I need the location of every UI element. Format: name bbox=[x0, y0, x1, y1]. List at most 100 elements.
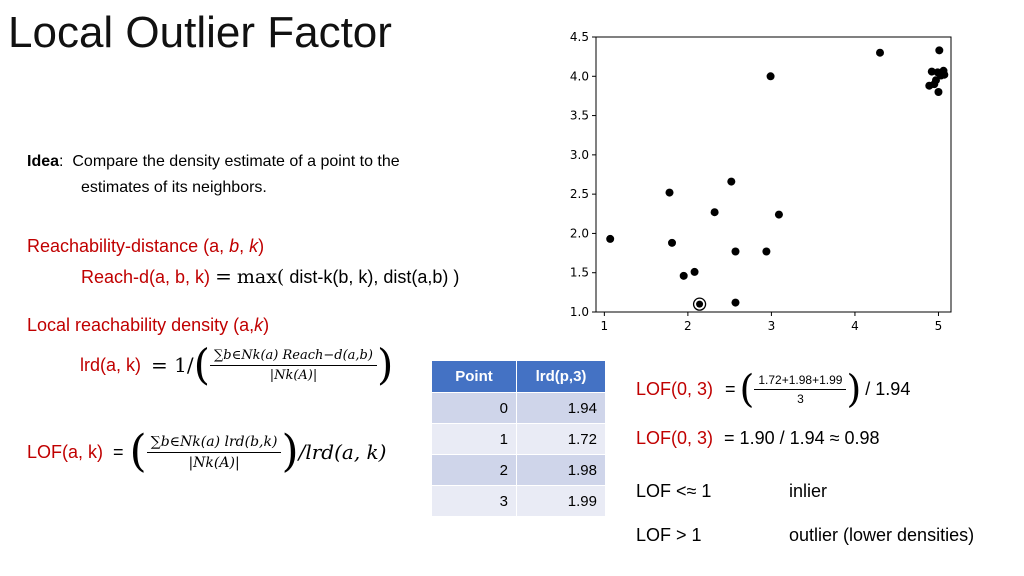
data-point bbox=[727, 177, 736, 186]
lof-calc-line-2: LOF(0, 3) = 1.90 / 1.94 ≈ 0.98 bbox=[636, 428, 880, 449]
reach-heading-k: k bbox=[249, 236, 259, 256]
highlighted-point bbox=[696, 300, 704, 308]
reach-formula-max: max( bbox=[236, 266, 285, 288]
data-point bbox=[690, 267, 699, 276]
data-point bbox=[934, 88, 943, 96]
y-tick-label: 4.0 bbox=[570, 69, 589, 83]
lof-fraction: ∑b∈Nk(a) lrd(b,k) |Nk(A)| bbox=[146, 434, 282, 471]
lrd-heading-k: k bbox=[254, 315, 264, 335]
scatter-plot: 1.0 1.5 2.0 2.5 3.0 3.5 4.0 4.5 1 2 3 4 5 bbox=[570, 30, 952, 333]
y-tick-label: 1.5 bbox=[570, 266, 589, 280]
table-row: 3 1.99 bbox=[432, 485, 606, 517]
rule-outlier-meaning: outlier (lower densities) bbox=[789, 525, 975, 545]
y-axis: 1.0 1.5 2.0 2.5 3.0 3.5 4.0 4.5 bbox=[570, 30, 596, 319]
rule-inlier-meaning: inlier bbox=[789, 481, 828, 501]
lof-calc-fraction: 1.72+1.98+1.99 3 bbox=[754, 373, 847, 406]
lof-calc-1-eq: = bbox=[725, 378, 736, 399]
x-tick-label: 4 bbox=[851, 319, 859, 333]
lrd-fraction: ∑b∈Nk(a) Reach−d(a,b) |Nk(A)| bbox=[209, 348, 377, 383]
idea-colon: : bbox=[59, 153, 64, 170]
data-point bbox=[731, 247, 740, 256]
table-cell-point: 2 bbox=[432, 454, 517, 486]
table-cell-point: 0 bbox=[432, 392, 517, 424]
data-point bbox=[606, 234, 615, 243]
y-tick-label: 1.0 bbox=[570, 305, 589, 319]
lrd-table-header-point: Point bbox=[432, 361, 517, 393]
lof-formula-tail: /lrd(a, k) bbox=[298, 440, 387, 464]
data-point bbox=[731, 298, 740, 307]
reach-heading-comma: , bbox=[239, 236, 250, 256]
lof-calc-1-tail: / 1.94 bbox=[865, 378, 911, 399]
lof-calc-numerator: 1.72+1.98+1.99 bbox=[754, 373, 847, 390]
data-point bbox=[931, 76, 940, 85]
x-tick-label: 2 bbox=[684, 319, 692, 333]
table-row: 2 1.98 bbox=[432, 454, 606, 486]
reach-formula: Reach-d(a, b, k) = max( dist-k(b, k), di… bbox=[81, 264, 459, 288]
lof-formula-lhs: LOF(a, k) bbox=[27, 441, 104, 462]
idea-text-2: estimates of its neighbors. bbox=[81, 179, 267, 196]
lof-calc-close-paren: ) bbox=[846, 367, 862, 411]
plot-frame bbox=[595, 36, 952, 313]
x-tick-label: 1 bbox=[601, 319, 609, 333]
data-point bbox=[927, 67, 936, 76]
lrd-heading-pre: Local reachability density (a, bbox=[27, 315, 255, 335]
lof-calc-open-paren: ( bbox=[739, 367, 755, 411]
data-point bbox=[766, 72, 775, 81]
page-title: Local Outlier Factor bbox=[8, 8, 392, 57]
table-cell-lrd: 1.94 bbox=[516, 392, 606, 424]
reach-heading-b: b bbox=[229, 236, 240, 256]
x-tick-label: 3 bbox=[768, 319, 776, 333]
data-point bbox=[774, 210, 783, 219]
data-point bbox=[679, 271, 688, 280]
lof-calc-2-rhs: = 1.90 / 1.94 ≈ 0.98 bbox=[724, 428, 880, 448]
reach-heading: Reachability-distance (a, b, k) bbox=[27, 236, 264, 257]
table-row: 1 1.72 bbox=[432, 423, 606, 455]
lrd-denominator: |Nk(A)| bbox=[269, 367, 318, 383]
reach-heading-post: ) bbox=[258, 236, 265, 256]
data-point bbox=[940, 70, 949, 79]
table-cell-point: 1 bbox=[432, 423, 517, 455]
lrd-heading: Local reachability density (a,k) bbox=[27, 315, 269, 336]
lof-formula: LOF(a, k) = ( ∑b∈Nk(a) lrd(b,k) |Nk(A)| … bbox=[27, 424, 386, 480]
x-tick-label: 5 bbox=[935, 319, 943, 333]
lrd-table-header-lrd: lrd(p,3) bbox=[516, 361, 606, 393]
table-row: 0 1.94 bbox=[432, 392, 606, 424]
data-point bbox=[762, 247, 771, 256]
lrd-table: Point lrd(p,3) 0 1.94 1 1.72 2 1.98 3 1.… bbox=[432, 361, 606, 517]
reach-formula-lhs: Reach-d(a, b, k) bbox=[81, 267, 211, 287]
data-point bbox=[935, 46, 944, 55]
lrd-table-header: Point lrd(p,3) bbox=[432, 361, 606, 393]
table-cell-lrd: 1.99 bbox=[516, 485, 606, 517]
lof-calc-denominator: 3 bbox=[797, 391, 804, 406]
lof-formula-eq: = bbox=[113, 441, 124, 462]
y-tick-label: 4.5 bbox=[570, 30, 589, 44]
data-point bbox=[876, 48, 884, 57]
lof-numerator: ∑b∈Nk(a) lrd(b,k) bbox=[146, 434, 282, 453]
table-cell-lrd: 1.72 bbox=[516, 423, 606, 455]
lof-calc-1-lhs: LOF(0, 3) bbox=[636, 378, 714, 399]
data-points bbox=[606, 46, 949, 311]
lrd-heading-post: ) bbox=[263, 315, 270, 335]
data-point bbox=[710, 208, 719, 217]
lrd-close-paren: ) bbox=[376, 340, 394, 389]
lrd-formula: lrd(a, k) = 1/ ( ∑b∈Nk(a) Reach−d(a,b) |… bbox=[80, 338, 393, 392]
reach-formula-eq: = bbox=[215, 264, 232, 288]
lrd-open-paren: ( bbox=[193, 340, 210, 389]
idea-text-1: Compare the density estimate of a point … bbox=[72, 153, 400, 170]
idea-label: Idea bbox=[27, 153, 60, 170]
lof-calc-2-lhs: LOF(0, 3) bbox=[636, 428, 714, 448]
x-axis: 1 2 3 4 5 bbox=[601, 312, 943, 333]
y-tick-label: 2.5 bbox=[570, 187, 589, 201]
idea-line-1: Idea: Compare the density estimate of a … bbox=[27, 153, 400, 171]
rule-outlier-cond: LOF > 1 bbox=[636, 525, 702, 545]
table-cell-lrd: 1.98 bbox=[516, 454, 606, 486]
rule-inlier-cond: LOF <≈ 1 bbox=[636, 481, 712, 501]
lrd-formula-lhs: lrd(a, k) bbox=[80, 354, 142, 375]
lof-denominator: |Nk(A)| bbox=[188, 454, 240, 471]
lof-calc-line-1: LOF(0, 3) = ( 1.72+1.98+1.99 3 ) / 1.94 bbox=[636, 366, 910, 412]
lrd-formula-eq: = 1/ bbox=[151, 353, 194, 377]
lof-close-paren: ) bbox=[281, 426, 299, 477]
lrd-numerator: ∑b∈Nk(a) Reach−d(a,b) bbox=[209, 348, 377, 366]
y-tick-label: 3.0 bbox=[570, 148, 589, 162]
y-tick-label: 3.5 bbox=[570, 109, 589, 123]
